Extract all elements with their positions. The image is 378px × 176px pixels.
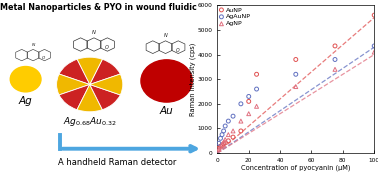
AuNP	[221, 142, 227, 145]
AgAuNP	[225, 120, 231, 122]
AuNP	[225, 139, 231, 142]
AgAuNP	[221, 130, 227, 132]
Circle shape	[158, 74, 167, 81]
Circle shape	[148, 66, 182, 94]
AgAuNP	[219, 133, 225, 136]
Circle shape	[16, 71, 34, 86]
Circle shape	[17, 72, 32, 85]
Text: N: N	[31, 43, 35, 47]
Text: O: O	[175, 48, 179, 53]
AuNP	[222, 141, 228, 144]
Y-axis label: Raman Intensity (cps): Raman Intensity (cps)	[190, 43, 196, 116]
Legend: AuNP, AgAuNP, AgNP: AuNP, AgAuNP, AgNP	[218, 7, 251, 27]
Wedge shape	[90, 84, 120, 110]
AgNP	[230, 130, 236, 132]
Wedge shape	[59, 84, 90, 110]
AgAuNP	[246, 95, 252, 98]
AgAuNP	[332, 58, 338, 61]
AuNP	[219, 144, 225, 147]
Wedge shape	[77, 84, 102, 112]
Circle shape	[22, 76, 25, 78]
AgAuNP	[230, 115, 236, 118]
Circle shape	[143, 61, 190, 100]
AgAuNP	[238, 102, 244, 105]
Circle shape	[21, 76, 26, 80]
Circle shape	[20, 75, 28, 81]
AgNP	[219, 143, 225, 146]
AuNP	[217, 145, 223, 148]
Text: Ag: Ag	[19, 96, 33, 106]
AgAuNP	[371, 45, 377, 47]
Circle shape	[160, 76, 164, 79]
Circle shape	[12, 68, 38, 89]
AgNP	[222, 138, 228, 141]
Wedge shape	[59, 59, 90, 84]
AuNP	[332, 45, 338, 47]
Text: O: O	[42, 56, 45, 60]
Wedge shape	[90, 59, 120, 84]
AuNP	[216, 147, 222, 150]
AgNP	[246, 112, 252, 115]
AgAuNP	[216, 142, 222, 145]
AuNP	[230, 136, 236, 139]
Circle shape	[19, 74, 29, 82]
AgNP	[216, 148, 222, 151]
Circle shape	[141, 60, 192, 102]
AgNP	[225, 133, 231, 136]
X-axis label: Concentration of pyocyanin (μM): Concentration of pyocyanin (μM)	[241, 164, 350, 171]
AgNP	[293, 85, 299, 88]
AuNP	[293, 58, 299, 61]
AgNP	[221, 141, 227, 143]
AgAuNP	[254, 88, 260, 90]
Circle shape	[10, 67, 41, 92]
Circle shape	[152, 68, 177, 90]
Circle shape	[146, 64, 184, 96]
Text: O: O	[105, 45, 108, 50]
AuNP	[254, 73, 260, 76]
AuNP	[371, 14, 377, 17]
AgNP	[332, 68, 338, 71]
Circle shape	[150, 67, 180, 92]
AuNP	[238, 130, 244, 132]
Circle shape	[11, 67, 40, 91]
Circle shape	[144, 63, 187, 98]
Circle shape	[15, 70, 35, 87]
Text: A handheld Raman detector: A handheld Raman detector	[58, 158, 177, 167]
Wedge shape	[57, 74, 90, 95]
AgAuNP	[222, 125, 228, 127]
AgAuNP	[293, 73, 299, 76]
Text: Metal Nanoparticles & PYO in wound fluidic: Metal Nanoparticles & PYO in wound fluid…	[0, 3, 197, 12]
Circle shape	[155, 71, 172, 86]
Text: Ag$_{0.68}$Au$_{0.32}$: Ag$_{0.68}$Au$_{0.32}$	[63, 115, 117, 128]
Circle shape	[18, 73, 31, 83]
AgNP	[254, 105, 260, 108]
Wedge shape	[90, 74, 123, 95]
Circle shape	[14, 69, 37, 88]
AgNP	[238, 120, 244, 122]
AuNP	[246, 100, 252, 103]
Text: N: N	[164, 33, 167, 38]
Circle shape	[157, 73, 169, 83]
Circle shape	[153, 70, 175, 87]
AgAuNP	[217, 137, 223, 140]
Text: Au: Au	[160, 106, 174, 116]
Wedge shape	[77, 57, 102, 84]
AgNP	[371, 51, 377, 54]
Text: N: N	[92, 30, 96, 35]
AgNP	[217, 146, 223, 148]
